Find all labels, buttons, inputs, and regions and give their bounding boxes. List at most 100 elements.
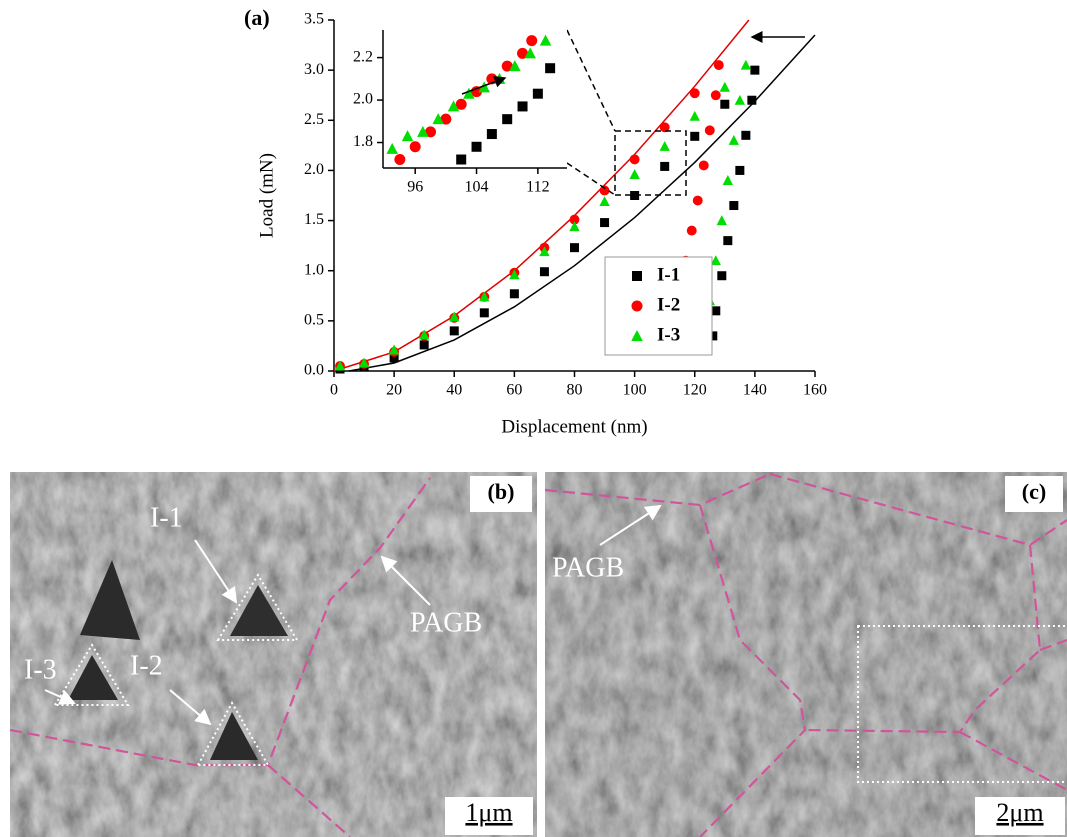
fit-line [348,34,816,372]
label-box [1005,476,1063,512]
data-point [600,218,610,228]
panel-label: (c) [1022,479,1046,504]
grain-boundary [769,472,1067,547]
arrow [44,689,76,705]
arrow [461,76,507,95]
data-point [735,165,745,175]
annotation: I-3 [24,654,57,685]
y-tick-label: 3.5 [304,11,324,28]
annotation: PAGB [410,607,482,638]
data-point [479,291,490,302]
scale-box [975,797,1065,835]
data-point [689,110,700,121]
y-tick-label: 1.8 [353,133,373,150]
x-tick-label: 80 [567,382,583,399]
data-point [449,326,459,336]
data-point [659,140,670,151]
indent [210,712,258,760]
legend-marker [631,330,643,341]
data-point [419,340,429,350]
legend-box [604,256,713,356]
data-point [569,221,580,232]
data-point [599,196,610,207]
x-tick-label: 20 [386,382,402,399]
y-tick-label: 2.0 [353,91,373,108]
arrow [169,689,212,726]
annotation: I-2 [130,650,163,681]
data-point [690,131,700,141]
data-point [629,169,640,179]
data-point [394,154,406,166]
data-point [409,141,421,153]
data-point [401,130,414,142]
data-point [440,113,452,125]
annotation: I-1 [150,502,183,533]
legend-marker [632,271,642,281]
grain-boundary [698,504,807,837]
legend-label: I-3 [657,324,680,345]
arrow [599,504,662,546]
data-point [456,154,467,165]
x-tick-label: 96 [407,179,423,196]
scale-box [445,797,533,835]
data-point [686,225,697,236]
arrow [380,555,431,606]
data-point [722,175,733,185]
data-point [478,81,490,93]
data-point [659,122,670,133]
data-point [630,191,640,200]
grain-boundary [267,764,351,837]
indent [68,655,118,700]
x-tick-label: 120 [683,382,707,399]
data-point [539,267,549,277]
label-box [470,476,532,512]
data-point [502,114,513,125]
data-point [509,60,521,72]
data-point [713,60,724,71]
arrow [194,539,238,604]
data-point [501,60,513,72]
scale-bar: 1μm [465,798,512,827]
data-point [710,90,721,101]
data-point [750,65,760,75]
x-tick-label: 40 [446,382,462,399]
x-tick-label: 140 [743,382,767,399]
legend-label: I-1 [657,264,680,285]
data-point [539,246,550,257]
data-point [532,88,543,99]
data-point [389,353,399,363]
data-point [716,215,727,226]
legend-label: I-2 [657,294,680,315]
data-point [334,360,346,371]
y-tick-label: 1.0 [304,261,324,278]
data-point [449,311,460,322]
data-point [740,59,752,70]
x-tick-label: 160 [803,382,827,399]
y-tick-label: 0.0 [304,362,324,379]
x-tick-label: 0 [330,382,338,399]
panel-label: (b) [488,479,515,504]
zoom-connector [566,29,616,132]
data-point [432,113,444,125]
x-tick-label: 104 [465,179,489,196]
data-point [419,329,430,340]
data-point [728,134,740,145]
y-tick-label: 2.2 [353,48,373,65]
panel-label: (a) [244,5,270,30]
annotation: PAGB [552,552,624,583]
data-point [417,125,429,137]
data-point [526,35,538,47]
micrograph-c: PAGB (c) 2μm [545,472,1067,837]
y-tick-label: 2.0 [304,161,324,178]
data-point [717,271,727,281]
data-point [629,154,640,165]
y-tick-label: 2.5 [304,111,324,128]
x-tick-label: 100 [623,382,647,399]
data-point [517,47,529,59]
indent-outline [216,573,299,641]
x-tick-label: 60 [506,382,522,399]
data-point [689,88,700,99]
sem-texture [545,472,1067,837]
data-point [599,185,610,196]
